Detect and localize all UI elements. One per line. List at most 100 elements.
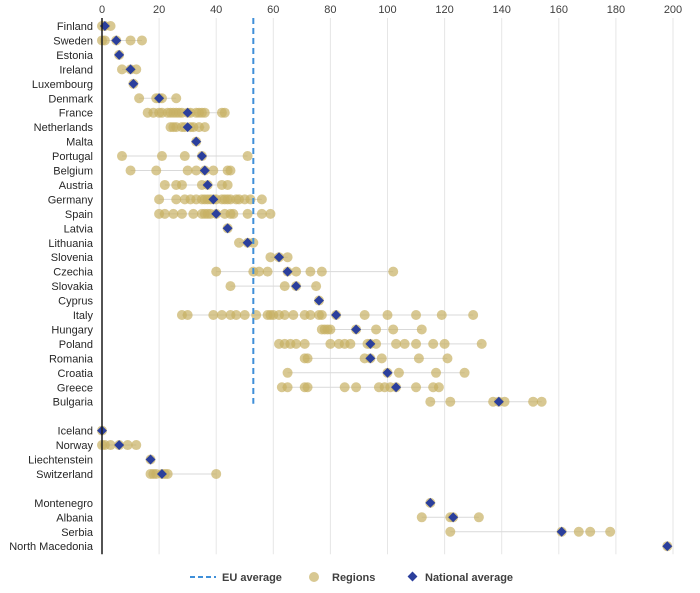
region-point [476, 338, 487, 349]
region-point [359, 310, 370, 320]
region-point [171, 194, 182, 205]
national-average-point [382, 367, 393, 378]
country-label: Hungary [51, 324, 93, 336]
country-row: Luxembourg [32, 78, 139, 91]
national-average-point [191, 136, 202, 147]
region-point [225, 165, 236, 176]
region-point [231, 310, 242, 320]
country-row: Czechia [53, 266, 399, 279]
country-label: Montenegro [34, 498, 93, 510]
national-average-point [314, 295, 324, 306]
country-row: Latvia [64, 223, 233, 235]
country-row: Ireland [59, 64, 142, 76]
region-point [299, 338, 310, 349]
country-label: Slovakia [51, 281, 93, 293]
region-point [188, 208, 199, 219]
national-average-point [493, 396, 504, 407]
region-point [105, 440, 116, 451]
region-point [154, 194, 165, 205]
national-average-point [425, 497, 436, 508]
x-tick-label: 160 [550, 4, 568, 16]
region-point [168, 208, 179, 219]
region-point [279, 310, 290, 320]
region-point [388, 324, 399, 335]
region-point [339, 382, 350, 393]
region-point [393, 367, 404, 378]
national-average-point [448, 512, 459, 523]
region-point [376, 353, 387, 364]
country-label: Austria [59, 180, 94, 192]
region-point [436, 310, 447, 320]
country-label: Liechtenstein [28, 455, 93, 467]
country-label: Portugal [52, 151, 93, 163]
region-point [459, 367, 470, 378]
national-average-point [128, 78, 139, 89]
region-point [371, 338, 382, 349]
region-point [411, 310, 422, 320]
region-point [208, 310, 219, 320]
national-average-point [222, 223, 233, 234]
national-average-point [111, 35, 122, 46]
x-tick-label: 20 [153, 4, 165, 16]
country-label: Switzerland [36, 469, 93, 481]
country-row: Greece [57, 382, 444, 394]
country-row: Malta [66, 136, 202, 149]
country-label: Ireland [59, 64, 93, 76]
country-label: Malta [66, 137, 94, 149]
region-point [573, 526, 584, 537]
region-point [536, 396, 547, 407]
region-point [134, 93, 145, 104]
region-point [211, 266, 222, 277]
x-tick-label: 120 [435, 4, 453, 16]
region-point [125, 35, 136, 46]
region-point [305, 310, 316, 320]
region-point [411, 382, 422, 393]
country-row: Belgium [53, 165, 236, 178]
country-row: Germany [48, 194, 267, 206]
country-row: Switzerland [36, 468, 222, 481]
country-row: Italy [73, 310, 479, 322]
national-average-point [125, 64, 136, 75]
country-label: Latvia [64, 223, 94, 235]
region-point [116, 64, 127, 75]
region-point [182, 165, 193, 176]
national-average-point [182, 107, 193, 118]
region-point [282, 252, 293, 263]
region-point [225, 281, 236, 292]
x-tick-label: 200 [664, 4, 682, 16]
region-point [125, 165, 136, 176]
region-point [216, 310, 227, 320]
national-average-point [199, 165, 210, 176]
country-row: Finland [57, 21, 116, 33]
national-average-point [365, 338, 376, 349]
x-tick-label: 60 [267, 4, 279, 16]
national-average-point [331, 310, 342, 320]
x-tick-label: 80 [324, 4, 336, 16]
region-point [302, 382, 313, 393]
region-point [191, 165, 202, 176]
country-label: Bulgaria [53, 397, 94, 409]
country-label: Iceland [58, 426, 93, 438]
national-average-point [365, 353, 376, 364]
country-label: Croatia [58, 368, 94, 380]
country-label: Italy [73, 310, 94, 322]
country-label: Cyprus [58, 296, 93, 308]
region-point [316, 310, 327, 320]
region-point [302, 353, 313, 364]
country-row: Bulgaria [53, 396, 547, 409]
region-point [325, 338, 336, 349]
region-point [116, 151, 127, 162]
x-tick-label: 100 [378, 4, 396, 16]
national-average-point [274, 252, 284, 263]
country-row: Norway [56, 440, 142, 452]
x-axis-ticks: 0 20 40 60 80 100 120 140 160 180 200 [99, 4, 682, 16]
country-row: France [59, 107, 230, 120]
region-point [208, 165, 219, 176]
country-label: North Macedonia [9, 541, 94, 553]
region-point [182, 310, 193, 320]
country-label: Sweden [53, 35, 93, 47]
region-point [288, 310, 299, 320]
national-average-point [391, 382, 402, 393]
region-point [256, 194, 267, 205]
country-label: Poland [59, 339, 93, 351]
